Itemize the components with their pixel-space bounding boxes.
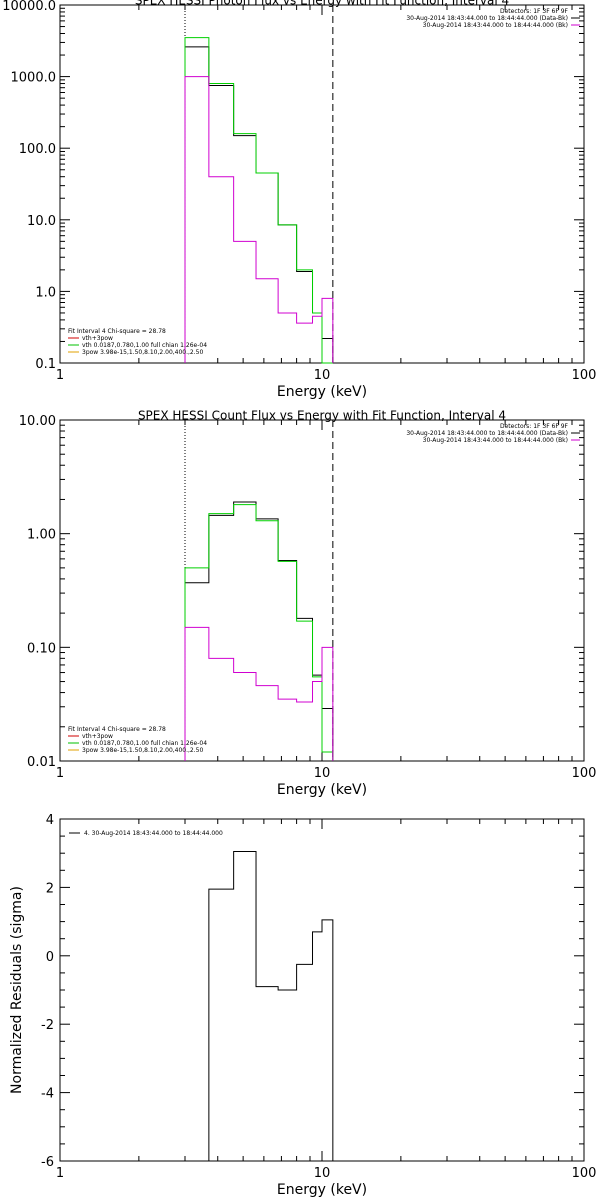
x-axis-label: Energy (keV) <box>277 782 367 798</box>
y-tick-label: 10.00 <box>19 414 56 429</box>
chart-title: SPEX HESSI Count Flux vs Energy with Fit… <box>138 409 506 423</box>
legend-header: Detectors: 1F 3F 6F 9F <box>500 8 569 15</box>
chart-panel-1: 1 10 100 0.1 1.0 10.0 100.0 1000.0 10000.0 SPEX H… <box>2 0 596 400</box>
y-tick-label: 10.0 <box>27 214 56 229</box>
x-tick-label: 1 <box>56 368 64 383</box>
fit-legend-entry: 3pow 3.98e-15,1.50,8.10,2.00,400.,2.50 <box>82 747 203 754</box>
x-axis-label: Energy (keV) <box>277 1182 367 1198</box>
y-tick-label: 4 <box>46 813 54 828</box>
y-tick-label: 1000.0 <box>11 71 57 86</box>
fit-legend-entry: 3pow 3.98e-15,1.50,8.10,2.00,400.,2.50 <box>82 349 203 356</box>
y-tick-label: 100.0 <box>19 142 56 157</box>
legend-header: Detectors: 1F 3F 6F 9F <box>500 423 569 430</box>
y-tick-label: 0.01 <box>27 755 56 770</box>
x-axis-label: Energy (keV) <box>277 384 367 400</box>
series-histogram-2 <box>184 37 333 364</box>
y-tick-label: 0.10 <box>27 641 56 656</box>
legend-entry: 30-Aug-2014 18:43:44.000 to 18:44:44.000… <box>406 15 568 22</box>
y-tick-label: -6 <box>41 1155 54 1170</box>
y-axis-label: Normalized Residuals (sigma) <box>9 886 25 1094</box>
plot-frame <box>59 818 585 1162</box>
x-tick-label: 10 <box>314 1166 331 1181</box>
y-tick-label: 1.0 <box>35 285 56 300</box>
x-tick-label: 100 <box>572 766 597 781</box>
fit-legend-entry: vth 0.0187,0.780,1.00 full chian 1.26e-0… <box>82 740 207 747</box>
fit-legend-entry: vth+3pow <box>82 733 113 740</box>
series-histogram-1 <box>184 46 334 363</box>
fit-legend-header: Fit Interval 4 Chi-square = 28.78 <box>68 726 166 733</box>
y-tick-label: 10000.0 <box>2 0 56 14</box>
fit-legend-entry: vth+3pow <box>82 335 113 342</box>
fit-legend-header: Fit Interval 4 Chi-square = 28.78 <box>68 328 166 335</box>
series-histogram-2 <box>184 504 334 761</box>
series-histogram-1 <box>185 850 334 1162</box>
x-tick-label: 1 <box>56 1166 64 1181</box>
chart-panel-3: 1 10 100 -6 -4 -2 0 2 4 Energy (keV) Normalized Re… <box>9 813 596 1198</box>
x-tick-label: 100 <box>572 368 597 383</box>
legend-entry: 30-Aug-2014 18:43:44.000 to 18:44:44.000… <box>423 437 568 444</box>
fit-legend-entry: vth 0.0187,0.780,1.00 full chian 1.26e-0… <box>82 342 207 349</box>
series-histogram-3 <box>184 626 334 761</box>
x-tick-label: 100 <box>572 1166 597 1181</box>
chart-title: SPEX HESSI Photon Flux vs Energy with Fi… <box>135 0 509 8</box>
y-tick-label: 2 <box>46 881 54 896</box>
chart-panel-2: 1 10 100 0.01 0.10 1.00 10.00 SPEX HESSI Count … <box>19 409 597 799</box>
y-tick-label: 1.00 <box>27 528 56 543</box>
legend-entry: 30-Aug-2014 18:43:44.000 to 18:44:44.000… <box>406 430 568 437</box>
x-tick-label: 10 <box>314 368 331 383</box>
series-histogram-1 <box>184 501 334 761</box>
x-tick-label: 10 <box>314 766 331 781</box>
legend-entry: 4. 30-Aug-2014 18:43:44.000 to 18:44:44.… <box>84 830 223 837</box>
series-histogram-3 <box>184 76 334 363</box>
y-tick-label: 0.1 <box>35 357 56 372</box>
legend-entry: 30-Aug-2014 18:43:44.000 to 18:44:44.000… <box>423 22 568 29</box>
x-tick-label: 1 <box>56 766 64 781</box>
y-tick-label: 0 <box>46 950 54 965</box>
y-tick-label: -4 <box>41 1087 54 1102</box>
y-tick-label: -2 <box>41 1018 54 1033</box>
